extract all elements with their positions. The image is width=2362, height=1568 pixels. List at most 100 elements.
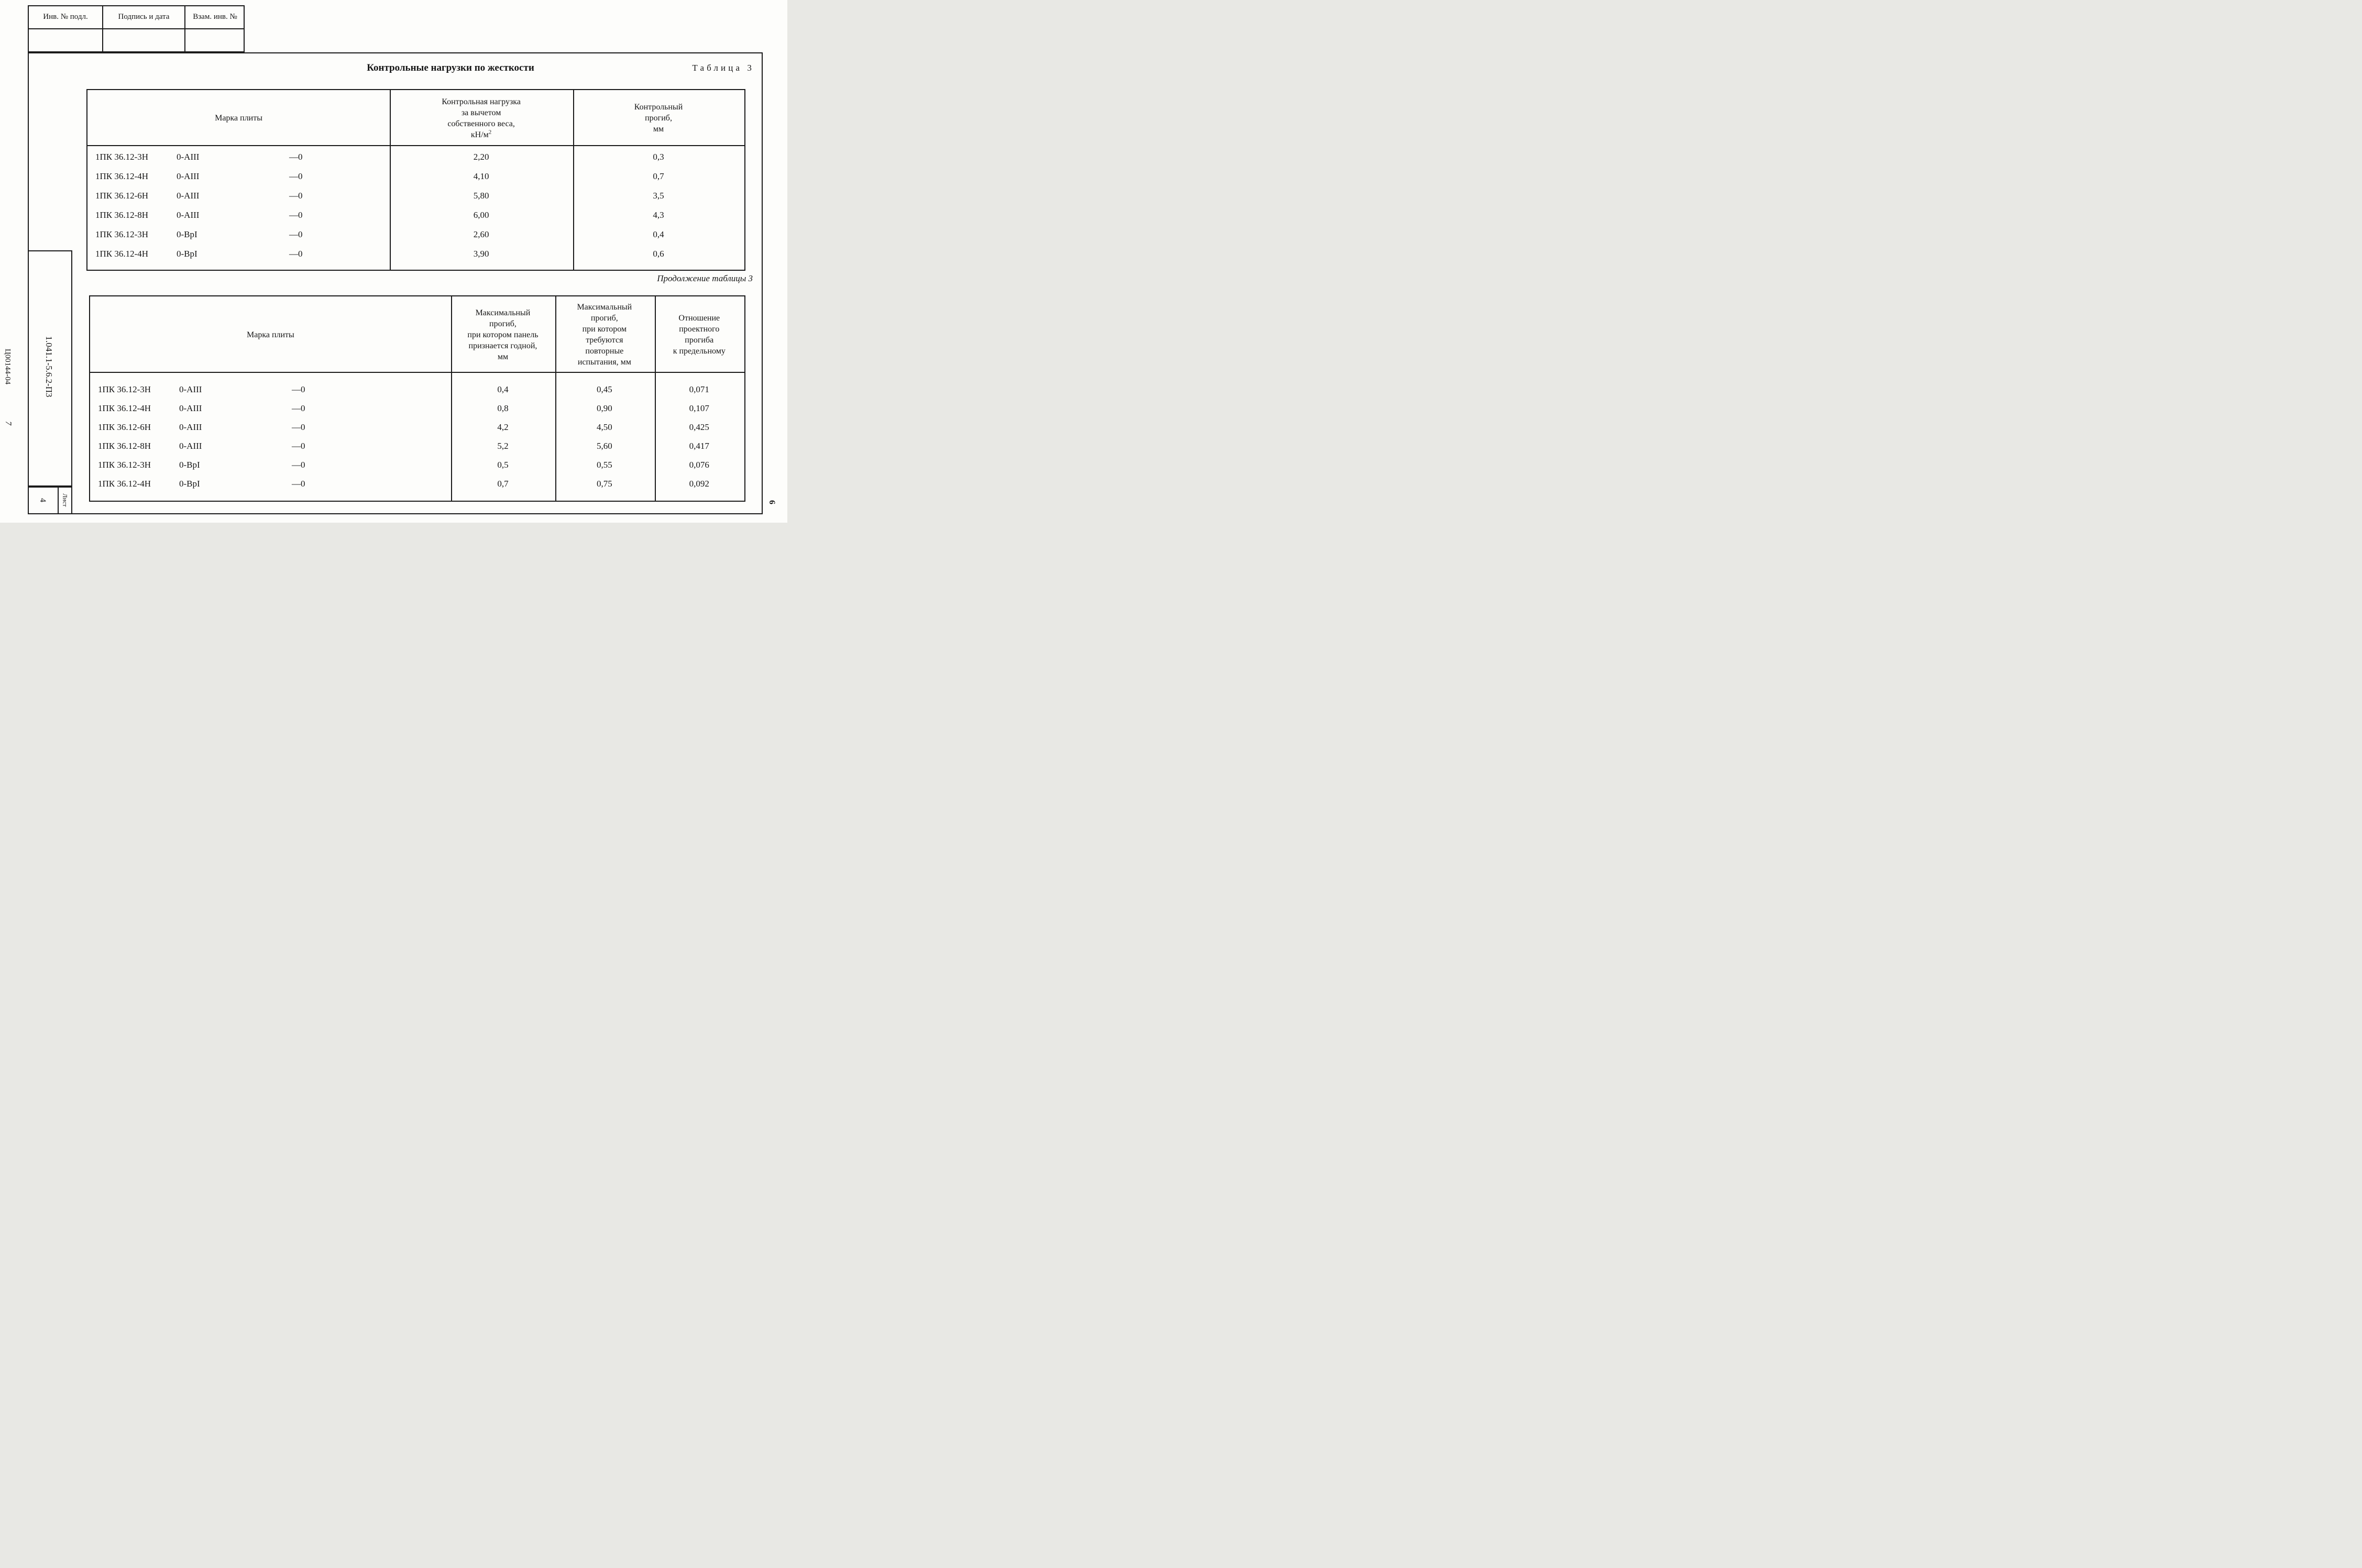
table-row: 1ПК 36.12-6Н 0-АIII —0 5,80 3,5 [87,186,744,205]
control-deflection-value: 0,4 [653,229,664,239]
strip-document-code: 1.041.1-5.6.2-П3 [44,336,54,397]
sheet-label: Лист [61,493,69,507]
table1-body: 1ПК 36.12-3Н 0-АIII —0 2,20 0,3 1ПК 36.12-… [87,146,744,263]
margin-strip [28,250,72,487]
plate-mark: 1ПК 36.12-6Н [98,422,151,432]
plate-mark-cell: 1ПК 36.12-8Н 0-АIII —0 [90,437,451,456]
mark-suffix: —0 [292,460,305,470]
table-row: 1ПК 36.12-4Н 0-АIII —0 4,10 0,7 [87,167,744,186]
table1-header-load-lines: Контрольная нагрузка за вычетом собствен… [442,97,521,128]
table-row: 1ПК 36.12-8Н 0-АIII —0 6,00 4,3 [87,205,744,225]
page-title: Контрольные нагрузки по жесткости [367,62,534,73]
table2-header-max-ok: Максимальный прогиб, при котором панель … [451,296,555,373]
sheet-number: 4 [38,498,47,502]
table1-col-divider-2 [573,90,574,270]
mark-suffix: —0 [289,209,303,220]
table1-load-unit-sup: 2 [488,129,492,136]
design-to-limit-ratio-value: 0,092 [689,479,709,489]
table1-header-load: Контрольная нагрузка за вычетом собствен… [390,90,573,146]
plate-mark-cell: 1ПК 36.12-8Н 0-АIII —0 [87,205,390,225]
plate-mark-cell: 1ПК 36.12-3Н 0-АIII —0 [90,380,451,399]
plate-mark-cell: 1ПК 36.12-4Н 0-АIII —0 [87,167,390,186]
plate-mark: 1ПК 36.12-8Н [95,209,149,220]
plate-mark: 1ПК 36.12-8Н [98,441,151,451]
reinforcement-class: 0-АIII [177,190,200,201]
max-deflection-retest-value: 4,50 [596,422,612,432]
plate-mark: 1ПК 36.12-4Н [95,171,149,181]
control-deflection-value: 0,6 [653,248,664,259]
stamp-cell-podpis-data: Подпись и дата [118,12,170,21]
table2-col-divider-1 [451,296,452,501]
table2-header-max-ok-lines: Максимальный прогиб, при котором панель … [467,308,539,361]
mark-suffix: —0 [289,248,303,259]
max-deflection-retest-value: 0,75 [596,479,612,489]
table-row: 1ПК 36.12-4Н 0-АIII —0 0,8 0,90 0,107 [90,399,744,418]
mark-suffix: —0 [292,479,305,489]
control-load-value: 2,60 [473,229,489,239]
plate-mark-cell: 1ПК 36.12-6Н 0-АIII —0 [87,186,390,205]
design-to-limit-ratio-value: 0,107 [689,403,709,413]
table2-header-divider [90,372,744,373]
table2-header-row: Марка плиты Максимальный прогиб, при кот… [90,296,744,373]
control-load-value: 5,80 [473,190,489,201]
control-deflection-value: 4,3 [653,209,664,220]
plate-mark: 1ПК 36.12-3Н [95,151,149,162]
max-deflection-retest-value: 0,45 [596,384,612,394]
table-3-continuation-caption: Продолжение таблицы 3 [657,273,753,283]
max-deflection-retest-value: 5,60 [596,441,612,451]
table1-header-mark: Марка плиты [87,90,390,146]
max-deflection-ok-value: 5,2 [497,441,509,451]
table2-body: 1ПК 36.12-3Н 0-АIII —0 0,4 0,45 0,071 1ПК … [90,373,744,493]
plate-mark: 1ПК 36.12-6Н [95,190,149,201]
control-deflection-value: 0,7 [653,171,664,181]
plate-mark: 1ПК 36.12-4Н [98,403,151,413]
table-row: 1ПК 36.12-6Н 0-АIII —0 4,2 4,50 0,425 [90,418,744,437]
table1-load-unit-base: кН/м [470,130,489,139]
stamp-divider-h [28,28,245,29]
mark-suffix: —0 [292,441,305,451]
table-row: 1ПК 36.12-4Н 0-ВрI —0 3,90 0,6 [87,244,744,263]
table-row: 1ПК 36.12-8Н 0-АIII —0 5,2 5,60 0,417 [90,437,744,456]
control-load-value: 4,10 [473,171,489,181]
table2-header-mark: Марка плиты [90,296,451,373]
plate-mark: 1ПК 36.12-3Н [98,460,151,470]
max-deflection-retest-value: 0,90 [596,403,612,413]
document-sheet: Инв. № подл. Подпись и дата Взам. инв. №… [0,0,787,523]
reinforcement-class: 0-АIII [179,441,202,451]
table1-header-load-unit: кН/м2 [471,129,491,140]
table-row: 1ПК 36.12-3Н 0-ВрI —0 0,5 0,55 0,076 [90,456,744,474]
stamp-cell-vzam-inv: Взам. инв. № [193,12,237,21]
table2-col-divider-2 [555,296,556,501]
reinforcement-class: 0-АIII [177,209,200,220]
design-to-limit-ratio-value: 0,071 [689,384,709,394]
plate-mark-cell: 1ПК 36.12-6Н 0-АIII —0 [90,418,451,437]
reinforcement-class: 0-АIII [179,422,202,432]
table1-header-divider [87,145,744,146]
reinforcement-class: 0-АIII [179,384,202,394]
reinforcement-class: 0-ВрI [177,229,197,239]
reinforcement-class: 0-АIII [179,403,202,413]
max-deflection-ok-value: 0,4 [497,384,509,394]
control-load-value: 2,20 [473,151,489,162]
control-load-value: 3,90 [473,248,489,259]
table-control-loads-continuation: Марка плиты Максимальный прогиб, при кот… [89,295,745,502]
table-row: 1ПК 36.12-3Н 0-ВрI —0 2,60 0,4 [87,225,744,244]
max-deflection-ok-value: 0,7 [497,479,509,489]
table2-header-ratio-lines: Отношение проектного прогиба к предельно… [673,314,726,356]
margin-doc-code: Ц00144-04 [3,348,12,385]
plate-mark-cell: 1ПК 36.12-3Н 0-АIII —0 [87,147,390,167]
mark-suffix: —0 [292,403,305,413]
plate-mark: 1ПК 36.12-3Н [95,229,149,239]
control-load-value: 6,00 [473,209,489,220]
reinforcement-class: 0-ВрI [177,248,197,259]
table-3-caption: Таблица 3 [692,63,754,73]
table-control-loads: Марка плиты Контрольная нагрузка за выче… [86,89,745,271]
max-deflection-ok-value: 0,5 [497,460,509,470]
reinforcement-class: 0-АIII [177,151,200,162]
table1-header-deflection: Контрольный прогиб, мм [573,90,744,146]
mark-suffix: —0 [289,229,303,239]
design-to-limit-ratio-value: 0,417 [689,441,709,451]
sheet-number-box-divider [58,487,59,514]
table2-header-ratio: Отношение проектного прогиба к предельно… [654,296,744,373]
max-deflection-ok-value: 0,8 [497,403,509,413]
